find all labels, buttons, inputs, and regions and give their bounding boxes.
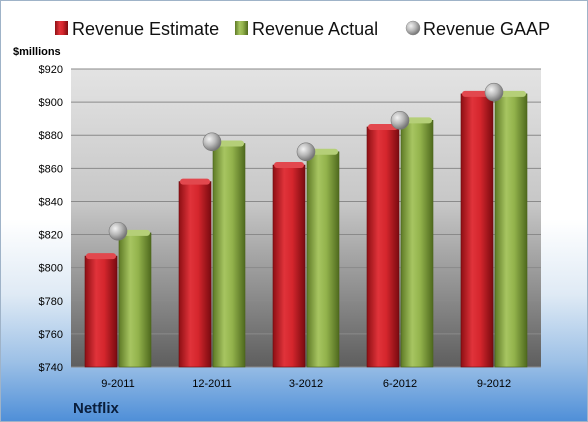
bar-cap <box>368 123 398 130</box>
bar-revenue-actual <box>400 120 434 368</box>
y-tick-label: $800 <box>39 263 63 275</box>
bar-revenue-actual <box>118 232 152 368</box>
legend-swatch <box>235 21 248 35</box>
bar-revenue-actual <box>494 93 528 368</box>
bar-cap <box>402 117 432 124</box>
y-tick-label: $860 <box>39 163 63 175</box>
x-tick-label: 9-2011 <box>101 378 134 390</box>
legend-swatch <box>405 20 421 36</box>
bar-cap <box>496 90 526 97</box>
bar-revenue-estimate <box>460 93 494 368</box>
bar-cap <box>180 178 210 185</box>
bar-revenue-estimate <box>178 181 212 368</box>
bar-revenue-estimate <box>366 126 400 368</box>
marker-revenue-gaap <box>296 142 316 162</box>
legend-swatch <box>55 21 68 35</box>
bar-revenue-actual <box>306 151 340 368</box>
y-tick-label: $900 <box>39 97 63 109</box>
bar-revenue-estimate <box>272 164 306 368</box>
legend-label: Revenue GAAP <box>423 19 550 39</box>
marker-revenue-gaap <box>108 221 128 241</box>
legend-label: Revenue Estimate <box>72 19 219 39</box>
x-axis-labels: 9-2011 12-2011 3-2012 6-2012 9-2012 <box>101 378 511 390</box>
marker-revenue-gaap <box>484 82 504 102</box>
legend: Revenue Estimate Revenue Actual Revenue GA… <box>55 19 550 39</box>
marker-revenue-gaap <box>202 132 222 152</box>
y-tick-label: $920 <box>39 64 63 76</box>
y-tick-label: $840 <box>39 196 63 208</box>
x-tick-label: 3-2012 <box>289 378 323 390</box>
bar-cap <box>462 90 492 97</box>
y-tick-label: $760 <box>39 329 63 341</box>
y-tick-label: $740 <box>39 362 63 374</box>
y-tick-label: $820 <box>39 230 63 242</box>
bar-revenue-estimate <box>84 255 118 368</box>
company-label: Netflix <box>73 400 120 417</box>
bar-cap <box>214 140 244 147</box>
y-tick-label: $880 <box>39 130 63 142</box>
x-tick-label: 12-2011 <box>192 378 232 390</box>
bar-cap <box>86 253 116 260</box>
bar-cap <box>308 148 338 155</box>
marker-revenue-gaap <box>390 111 410 130</box>
gaap-markers <box>108 82 504 241</box>
x-tick-label: 6-2012 <box>383 378 417 390</box>
legend-label: Revenue Actual <box>252 19 378 39</box>
bar-cap <box>274 162 304 169</box>
y-axis-ticks: $740 $760 $780 $800 $820 $840 $860 $880 $900 $920 <box>39 64 63 374</box>
bars <box>84 90 528 368</box>
y-axis-unit-label: $millions <box>13 46 61 58</box>
y-tick-label: $780 <box>39 296 63 308</box>
bar-revenue-actual <box>212 143 246 368</box>
x-tick-label: 9-2012 <box>477 378 511 390</box>
bar-cap <box>120 229 150 236</box>
